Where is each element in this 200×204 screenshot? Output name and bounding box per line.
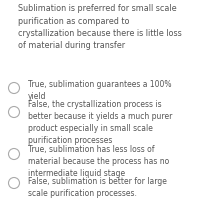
Text: True, sublimation has less loss of
material because the process has no
intermedi: True, sublimation has less loss of mater… (28, 145, 169, 178)
Text: True, sublimation guarantees a 100%
yield: True, sublimation guarantees a 100% yiel… (28, 80, 172, 101)
Text: False, the crystallization process is
better because it yields a much purer
prod: False, the crystallization process is be… (28, 100, 172, 145)
Text: Sublimation is preferred for small scale
purification as compared to
crystalliza: Sublimation is preferred for small scale… (18, 4, 182, 51)
Text: False, sublimation is better for large
scale purification processes.: False, sublimation is better for large s… (28, 177, 167, 198)
